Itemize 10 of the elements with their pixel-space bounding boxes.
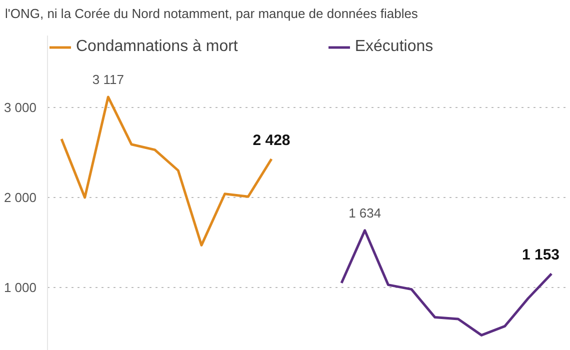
chart-subtitle: l'ONG, ni la Corée du Nord notamment, par manque de données fiables	[5, 5, 418, 23]
data-label: 1 634	[348, 205, 382, 220]
y-tick-label: 2 000	[4, 190, 37, 205]
data-label: 1 153	[522, 246, 560, 264]
data-label: 2 428	[252, 132, 290, 149]
legend-label: Condamnations à mort	[76, 38, 238, 56]
data-label: 3 117	[92, 72, 124, 87]
y-tick-label: 3 000	[4, 100, 37, 115]
legend-label: Exécutions	[354, 38, 434, 56]
y-tick-label: 1 000	[4, 280, 37, 295]
